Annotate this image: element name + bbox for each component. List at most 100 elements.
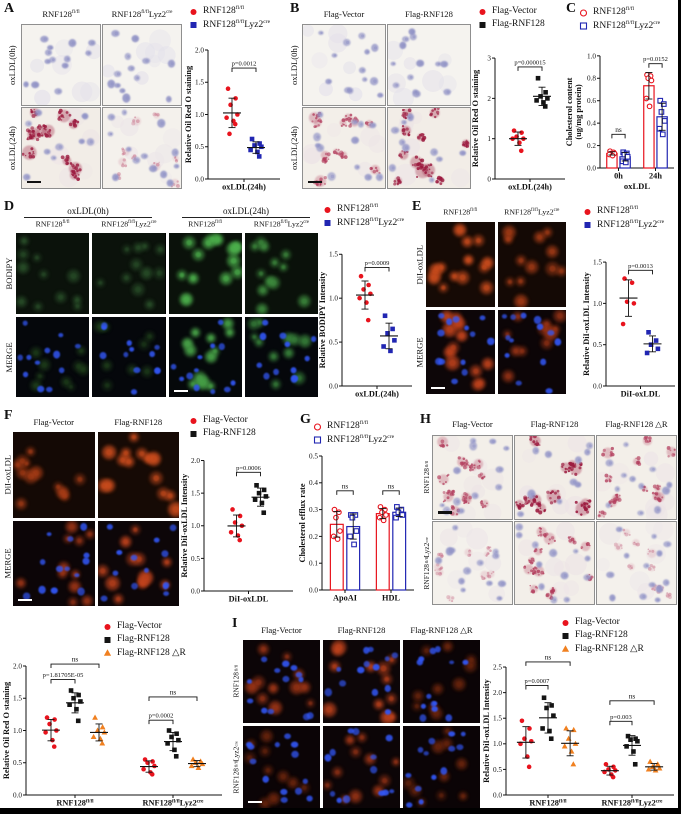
svg-text:ns: ns [629,691,636,700]
svg-text:0.5: 0.5 [593,341,602,349]
micrograph-hema [22,25,100,105]
svg-text:RNF128fl/flLyz2cre: RNF128fl/flLyz2cre [143,799,205,808]
panel-g: G RNF128fl/fl RNF128fl/flLyz2cre 0.0 0.1 0.… [298,410,420,608]
micro-image [92,233,166,314]
chart-c_quant: 0.0 0.2 0.4 0.6 0.8 1.0 Cholesterol content (ug… [565,52,674,191]
svg-text:(ug/mg protein): (ug/mg protein) [574,84,583,140]
panel-iq-legend: Flag-Vector Flag-RNF128 Flag-RNF128 △R [560,616,678,655]
svg-text:0.4: 0.4 [309,479,318,487]
column-header: RNF128fl/fl [35,219,70,229]
micrograph-oro_high [515,436,594,519]
panel-h: H Flag-Vector Flag-RNF128 Flag-RNF128 △R R… [420,410,681,608]
scale-bar [438,511,452,514]
column-header: Flag-Vector [452,419,493,429]
legend-item: Flag-RNF128 [102,633,228,645]
micro-image [97,520,179,606]
micro-image [596,435,677,520]
micro-image [302,107,386,189]
svg-text:0.2: 0.2 [309,533,318,541]
legend-item: Flag-Vector [102,620,228,632]
panel-iq: Flag-Vector Flag-RNF128 Flag-RNF128 △R 0.0… [482,608,678,814]
micrograph-bodipy_hi [168,233,242,314]
svg-text:0.5: 0.5 [191,555,200,563]
panel-g-chart: 0.0 0.1 0.2 0.3 0.4 0.5 Cholesterol efflux rat… [298,448,418,603]
svg-text:DiI-oxLDL: DiI-oxLDL [621,390,661,399]
panel-h-row-headers: RNF128 fl/fl RNF128 fl/fl Lyz2 cre [421,436,432,604]
triangle-marker-icon [103,649,112,657]
svg-text:0.5: 0.5 [309,452,318,460]
svg-text:0.0: 0.0 [195,175,204,183]
row-header: oxLDL(24h) [7,126,17,170]
panel-label-i: I [232,616,238,631]
panel-hq-legend: Flag-Vector Flag-RNF128 Flag-RNF128 △R [102,620,228,659]
legend-item: RNF128fl/flLyz2cre [188,19,284,32]
micrograph-merge_r_med [323,725,400,808]
micrograph-hema [303,25,385,105]
scale-bar [431,386,445,389]
svg-text:2.0: 2.0 [13,662,22,670]
panel-i-row-headers: RNF128 fl/fl RNF128 fl/fl Lyz2 cre [230,640,242,808]
column-header: RNF128fl/flLyz2cre [111,9,173,19]
svg-text:ns: ns [615,125,622,134]
column-header: RNF128fl/flLyz2cre [504,207,560,217]
scale-bar [308,180,322,183]
micro-image [13,520,95,606]
panel-i: I Flag-Vector Flag-RNF128 Flag-RNF128 △R R… [228,608,482,814]
svg-text:p=0.0007: p=0.0007 [525,678,551,685]
micrograph-merge_g_hi [168,316,242,397]
svg-text:2.0: 2.0 [493,689,502,697]
svg-text:Relative Oil Red O staining: Relative Oil Red O staining [471,69,480,167]
svg-text:1.5: 1.5 [593,258,602,266]
micrograph-merge_r_med [13,520,95,606]
micrograph-oro_low [433,521,512,604]
circle-marker-icon [313,423,322,431]
panel-b-legend: Flag-Vector Flag-RNF128 [477,5,569,31]
svg-text:0.0: 0.0 [309,586,318,594]
column-header: Flag-Vector [323,9,365,19]
panel-f-image-grid [13,432,179,606]
svg-text:1: 1 [487,135,491,143]
legend-item: RNF128fl/flLyz2cre [322,217,417,230]
legend-item: Flag-Vector [560,616,678,628]
svg-text:1.0: 1.0 [329,295,338,303]
panel-label-e: E [412,199,422,214]
legend-item: RNF128fl/fl [582,205,681,218]
svg-text:3: 3 [487,54,491,62]
panel-a-row-headers: oxLDL(0h) oxLDL(24h) [6,25,18,188]
legend-label: Flag-RNF128 [117,634,170,645]
row-header: RNF128 fl/fl Lyz2 cre [231,740,241,793]
legend-label: Flag-RNF128 [203,428,256,439]
micro-image [403,725,480,808]
row-header: MERGE [4,341,14,372]
legend-item: RNF128fl/fl [312,420,418,433]
legend-label: Flag-Vector [575,617,620,627]
scale-bar [248,800,262,803]
svg-text:Cholesterol content: Cholesterol content [565,77,574,146]
micro-image [596,520,677,605]
panel-d-group-headers: oxLDL(0h) oxLDL(24h) [16,206,318,218]
panel-h-image-grid [432,435,677,605]
panel-e-image-grid [426,222,566,394]
micrograph-oro_high [388,108,470,188]
panel-b-chart: 0 1 2 3 Relative Oil Red O staining oxLDL(24h… [471,42,569,192]
square-marker-icon [324,220,331,227]
micrograph-dil_hi [97,432,179,518]
column-header: RNF128fl/fl [188,219,223,229]
svg-text:0.5: 0.5 [195,143,204,151]
svg-text:Relative BODIPY Intensity: Relative BODIPY Intensity [318,271,327,368]
panel-label-d: D [4,199,15,214]
legend-label: RNF128fl/fl [327,420,369,432]
svg-text:oxLDL(24h): oxLDL(24h) [508,183,552,192]
svg-text:oxLDL(24h): oxLDL(24h) [222,183,266,192]
legend-item: RNF128fl/fl [322,203,417,216]
svg-text:Relative DiI-oxLDL Intensity: Relative DiI-oxLDL Intensity [180,473,189,578]
square-marker-icon [584,222,591,229]
micrograph-bodipy_dim [16,233,89,314]
svg-text:ns: ns [545,652,552,661]
micro-image [97,432,179,518]
legend-item: Flag-Vector [477,5,569,17]
svg-text:0.0: 0.0 [587,164,596,172]
svg-text:ApoAI: ApoAI [333,594,357,603]
svg-text:2.0: 2.0 [195,46,204,54]
